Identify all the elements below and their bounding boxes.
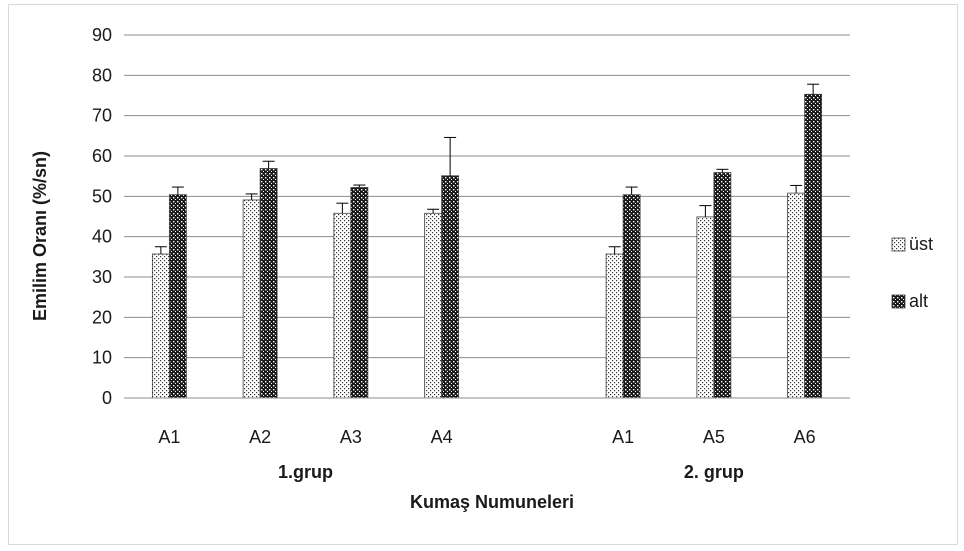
bar-alt-a6 (804, 93, 823, 399)
group-labels: 1.grup 2. grup (278, 462, 744, 482)
group-label: 2. grup (684, 462, 744, 482)
y-tick-label: 0 (102, 388, 112, 408)
gridlines (124, 34, 850, 359)
bar-ust-a4 (424, 212, 443, 399)
bar-ust-a6 (787, 192, 806, 399)
error-bars (154, 83, 820, 255)
bar-alt-a1 (168, 194, 187, 399)
legend-swatch-ust (891, 237, 906, 252)
bar-alt-a4 (441, 175, 460, 399)
y-tick-label: 10 (92, 348, 112, 368)
y-tick-label: 40 (92, 227, 112, 247)
legend: üst alt (891, 234, 933, 311)
y-tick-label: 70 (92, 106, 112, 126)
x-tick-label: A2 (249, 427, 271, 447)
x-axis-title: Kumaş Numuneleri (410, 492, 574, 512)
x-tick-label: A6 (794, 427, 816, 447)
y-tick-label: 80 (92, 65, 112, 85)
group-label: 1.grup (278, 462, 333, 482)
x-tick-label: A1 (612, 427, 634, 447)
y-axis-ticks: 0 10 20 30 40 50 60 70 80 90 (92, 25, 112, 408)
bar-ust-a1 (605, 253, 624, 399)
x-axis-tick-labels: A1 A2 A3 A4 A1 A5 A6 (158, 427, 815, 447)
bar-alt-a2 (259, 168, 278, 399)
y-axis-title: Emilim Oranı (%/sn) (30, 151, 50, 321)
bar-alt-a5 (713, 172, 732, 399)
bar-ust-a2 (242, 199, 261, 399)
y-tick-label: 50 (92, 186, 112, 206)
bars (151, 93, 823, 399)
bar-ust-a3 (333, 212, 352, 399)
y-tick-label: 60 (92, 146, 112, 166)
legend-label-ust: üst (909, 234, 933, 254)
x-tick-label: A5 (703, 427, 725, 447)
y-tick-label: 20 (92, 307, 112, 327)
legend-swatch-alt (891, 294, 906, 309)
bar-ust-a1 (151, 253, 170, 399)
x-tick-label: A3 (340, 427, 362, 447)
x-tick-label: A4 (431, 427, 453, 447)
y-tick-label: 90 (92, 25, 112, 45)
legend-label-alt: alt (909, 291, 928, 311)
bar-ust-a5 (696, 216, 715, 399)
x-tick-label: A1 (158, 427, 180, 447)
bar-alt-a3 (350, 187, 369, 399)
bar-alt-a1 (622, 194, 641, 399)
y-tick-label: 30 (92, 267, 112, 287)
